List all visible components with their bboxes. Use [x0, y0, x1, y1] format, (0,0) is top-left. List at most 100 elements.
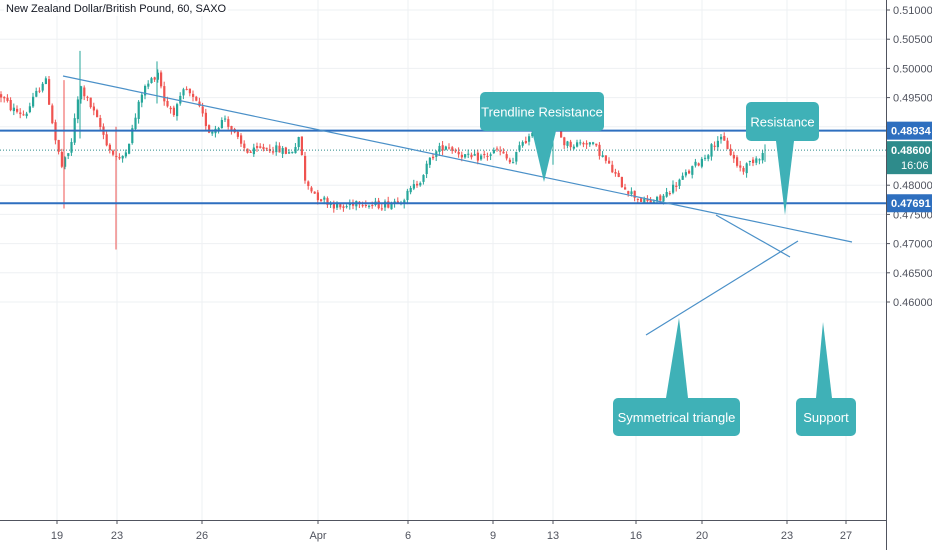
candle-body[interactable]	[230, 125, 233, 130]
candle-body[interactable]	[700, 158, 703, 167]
candle-body[interactable]	[454, 150, 457, 152]
candle-body[interactable]	[476, 152, 479, 161]
candle-body[interactable]	[38, 90, 41, 92]
candle-body[interactable]	[595, 143, 598, 146]
candle-body[interactable]	[217, 128, 220, 130]
candle-body[interactable]	[518, 145, 521, 151]
candle-body[interactable]	[156, 72, 159, 80]
time-axis[interactable]: 19 23 26 Apr 6 9 13 16 20 23 27	[0, 520, 886, 550]
candle-body[interactable]	[220, 120, 223, 129]
candle-body[interactable]	[172, 107, 175, 116]
candle-body[interactable]	[713, 145, 716, 147]
candle-body[interactable]	[617, 172, 620, 177]
candle-body[interactable]	[403, 200, 406, 204]
candle-body[interactable]	[576, 142, 579, 147]
candle-body[interactable]	[422, 175, 425, 182]
candle-body[interactable]	[755, 158, 758, 163]
candle-body[interactable]	[83, 87, 86, 97]
candle-body[interactable]	[121, 155, 124, 159]
candle-body[interactable]	[118, 156, 121, 159]
candle-body[interactable]	[675, 185, 678, 187]
candle-body[interactable]	[630, 191, 633, 195]
candle-body[interactable]	[320, 199, 323, 201]
candle-body[interactable]	[89, 97, 92, 108]
candle-body[interactable]	[457, 151, 460, 155]
candle-body[interactable]	[99, 117, 102, 128]
candle-body[interactable]	[668, 193, 671, 195]
candle-body[interactable]	[496, 148, 499, 150]
candle-body[interactable]	[6, 97, 9, 101]
candle-body[interactable]	[659, 195, 662, 201]
candle-body[interactable]	[60, 151, 63, 167]
candle-body[interactable]	[195, 96, 198, 101]
candle-body[interactable]	[281, 148, 284, 154]
candle-body[interactable]	[112, 150, 115, 155]
candle-body[interactable]	[371, 205, 374, 207]
candle-body[interactable]	[672, 184, 675, 193]
candle-body[interactable]	[464, 154, 467, 158]
candle-body[interactable]	[483, 154, 486, 156]
candle-body[interactable]	[406, 190, 409, 201]
candle-body[interactable]	[48, 79, 51, 105]
candle-body[interactable]	[572, 146, 575, 149]
candle-body[interactable]	[390, 203, 393, 210]
candle-body[interactable]	[364, 204, 367, 206]
candle-body[interactable]	[665, 191, 668, 197]
candle-body[interactable]	[428, 157, 431, 165]
candle-body[interactable]	[640, 198, 643, 202]
candle-body[interactable]	[528, 136, 531, 142]
callout-box[interactable]	[480, 92, 604, 131]
candle-body[interactable]	[361, 205, 364, 207]
candle-body[interactable]	[758, 159, 761, 161]
candle-body[interactable]	[684, 172, 687, 176]
candle-body[interactable]	[16, 108, 19, 112]
candle-body[interactable]	[249, 151, 252, 153]
candle-body[interactable]	[633, 190, 636, 198]
candle-body[interactable]	[377, 200, 380, 209]
callout-box[interactable]	[613, 398, 740, 436]
candle-body[interactable]	[140, 94, 143, 103]
candle-body[interactable]	[272, 151, 275, 153]
candle-body[interactable]	[649, 199, 652, 203]
candle-body[interactable]	[579, 142, 582, 144]
candle-body[interactable]	[368, 205, 371, 207]
candle-body[interactable]	[508, 159, 511, 163]
candle-body[interactable]	[182, 89, 185, 96]
candle-body[interactable]	[201, 106, 204, 114]
candle-body[interactable]	[515, 152, 518, 162]
candle-body[interactable]	[208, 125, 211, 133]
trendline-resistance[interactable]	[62, 75, 853, 243]
candle-body[interactable]	[348, 203, 351, 206]
candle-body[interactable]	[185, 88, 188, 90]
candle-body[interactable]	[278, 145, 281, 153]
candle-body[interactable]	[505, 154, 508, 159]
candle-body[interactable]	[726, 140, 729, 149]
candle-body[interactable]	[131, 128, 134, 144]
candle-body[interactable]	[512, 162, 515, 164]
candle-body[interactable]	[0, 94, 3, 98]
candle-body[interactable]	[268, 149, 271, 152]
candle-body[interactable]	[300, 136, 303, 155]
candle-body[interactable]	[582, 142, 585, 145]
annotation-callouts[interactable]: Trendline Resistance Resistance Symmetrica…	[480, 92, 856, 436]
candle-body[interactable]	[656, 197, 659, 202]
candle-body[interactable]	[560, 131, 563, 138]
candle-body[interactable]	[502, 151, 505, 154]
candle-body[interactable]	[569, 141, 572, 148]
candle-body[interactable]	[336, 203, 339, 208]
candle-body[interactable]	[736, 157, 739, 166]
callout-box[interactable]	[746, 102, 819, 141]
candle-body[interactable]	[339, 204, 342, 208]
candle-body[interactable]	[608, 160, 611, 164]
candle-body[interactable]	[32, 96, 35, 107]
candle-body[interactable]	[284, 147, 287, 154]
candle-body[interactable]	[592, 142, 595, 144]
candle-body[interactable]	[492, 150, 495, 154]
candle-body[interactable]	[294, 147, 297, 154]
candle-body[interactable]	[256, 146, 259, 148]
candle-body[interactable]	[192, 93, 195, 97]
candle-body[interactable]	[19, 112, 22, 115]
candle-body[interactable]	[380, 208, 383, 210]
candle-body[interactable]	[624, 187, 627, 190]
candle-body[interactable]	[227, 119, 230, 127]
